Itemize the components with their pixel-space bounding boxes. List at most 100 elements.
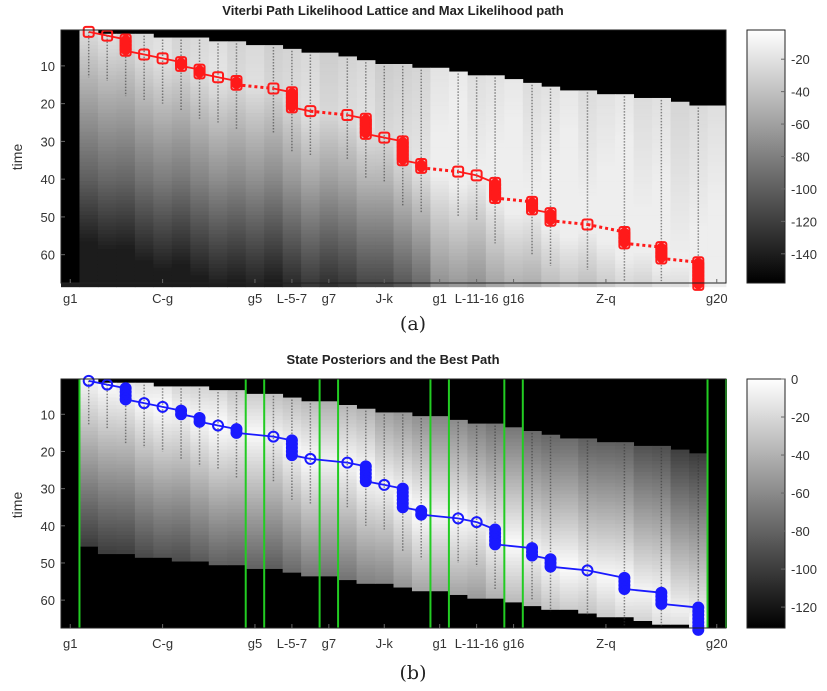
heatmap-cell (430, 531, 450, 536)
heatmap-cell (689, 173, 708, 178)
heatmap-cell (596, 260, 616, 265)
heatmap-cell (134, 453, 154, 458)
heatmap-cell (430, 109, 450, 114)
heatmap-cell (504, 549, 524, 555)
heatmap-cell (448, 538, 468, 543)
heatmap-cell (97, 408, 117, 413)
heatmap-cell (448, 267, 468, 273)
path-segment (421, 166, 459, 174)
heatmap-cell (264, 116, 284, 122)
heatmap-cell (171, 131, 191, 137)
heatmap-cell (504, 222, 524, 227)
heatmap-cell (97, 431, 117, 436)
heatmap-cell (264, 275, 284, 280)
heatmap-cell (559, 203, 579, 208)
heatmap-cell (282, 147, 302, 152)
heatmap-cell (264, 52, 284, 57)
heatmap-cell (596, 143, 616, 148)
path-point (489, 527, 502, 540)
heatmap-cell (282, 169, 302, 174)
heatmap-cell (245, 196, 265, 201)
heatmap-cell (171, 527, 191, 532)
heatmap-cell (227, 416, 247, 421)
heatmap-cell (633, 135, 653, 140)
heatmap-cell (319, 561, 339, 566)
heatmap-cell (467, 431, 487, 436)
heatmap-cell (338, 479, 357, 484)
heatmap-cell (578, 271, 598, 276)
colorbar-tick-label: -60 (791, 117, 810, 132)
heatmap-cell (467, 275, 487, 280)
heatmap-cell (208, 434, 228, 439)
heatmap-cell (430, 564, 450, 569)
heatmap-cell (245, 260, 265, 265)
heatmap-cell (504, 215, 524, 220)
heatmap-cell (301, 63, 321, 69)
heatmap-cell (190, 516, 210, 521)
heatmap-cell (338, 275, 357, 280)
heatmap-cell (633, 583, 653, 588)
heatmap-cell (245, 397, 265, 402)
heatmap-cell (134, 215, 154, 220)
heatmap-cell (338, 475, 357, 480)
heatmap-cell (319, 475, 339, 480)
heatmap-cell (633, 471, 653, 477)
heatmap-cell (79, 531, 99, 536)
heatmap-cell (301, 267, 321, 273)
heatmap-cell (338, 283, 357, 288)
heatmap-cell (208, 215, 228, 220)
heatmap-cell (596, 575, 616, 581)
heatmap-cell (541, 283, 561, 288)
path-point (544, 556, 557, 569)
path-point (396, 493, 409, 506)
path-point (396, 501, 409, 514)
colorbar-tick-label: -40 (791, 85, 810, 100)
heatmap-cell (301, 237, 321, 242)
heatmap-cell (134, 449, 154, 454)
heatmap-cell (153, 535, 173, 540)
heatmap-cell (319, 405, 339, 410)
heatmap-cell (356, 192, 376, 197)
heatmap-cell (79, 162, 99, 167)
heatmap-cell (79, 150, 99, 156)
heatmap-cell (522, 442, 542, 447)
heatmap-cell (190, 124, 210, 129)
heatmap-cell (559, 279, 579, 284)
heatmap-cell (97, 546, 117, 551)
heatmap-cell (596, 233, 616, 239)
heatmap-cell (541, 241, 561, 246)
heatmap-cell (245, 405, 265, 410)
heatmap-cell (485, 147, 505, 152)
path-point (212, 71, 225, 84)
heatmap-cell (227, 490, 247, 495)
heatmap-cell (97, 154, 117, 159)
heatmap-cell (615, 135, 635, 140)
heatmap-cell (411, 147, 431, 152)
heatmap-cell (707, 275, 727, 280)
heatmap-cell (375, 241, 394, 246)
heatmap-cell (430, 97, 450, 103)
heatmap-cell (559, 535, 579, 540)
heatmap-cell (97, 218, 117, 223)
heatmap-cell (97, 222, 117, 227)
heatmap-cell (485, 575, 505, 581)
heatmap-cell (171, 267, 191, 273)
heatmap-cell (411, 196, 431, 201)
heatmap-cell (79, 207, 99, 212)
heatmap-cell (633, 283, 653, 288)
heatmap-cell (356, 271, 376, 276)
heatmap-cell (153, 135, 173, 140)
heatmap-cell (245, 113, 265, 118)
heatmap-cell (504, 116, 524, 122)
heatmap-cell (79, 542, 99, 547)
heatmap-cell (134, 139, 154, 144)
heatmap-cell (227, 124, 247, 129)
heatmap-cell (707, 131, 727, 137)
heatmap-cell (596, 512, 616, 517)
heatmap-cell (670, 143, 690, 148)
heatmap-cell (707, 188, 727, 193)
heatmap-cell (245, 468, 265, 473)
heatmap-cell (652, 120, 671, 125)
heatmap-cell (430, 154, 450, 159)
heatmap-cell (596, 527, 616, 532)
